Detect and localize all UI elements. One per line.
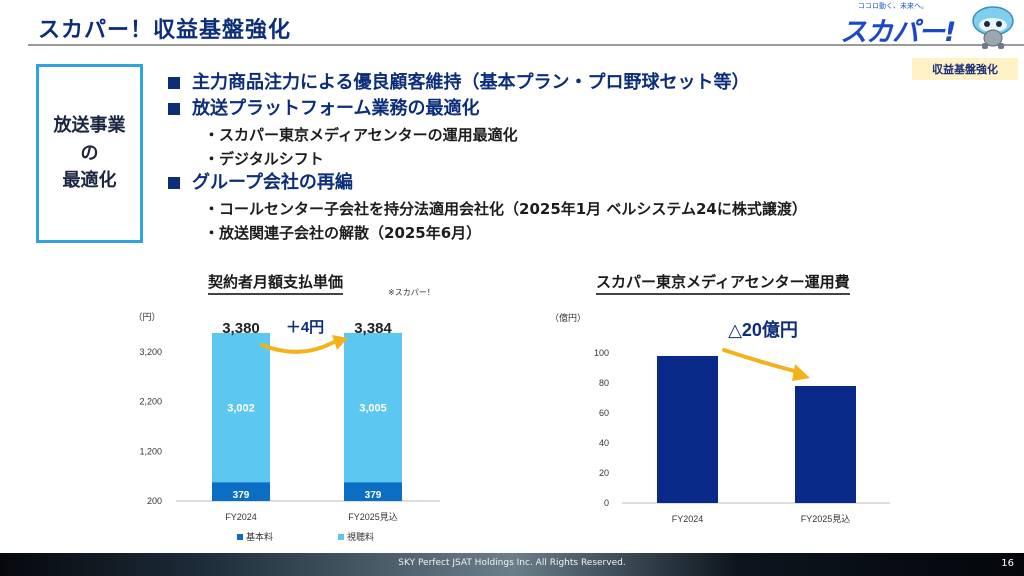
- square-bullet-icon: [168, 177, 180, 189]
- square-bullet-icon: [168, 103, 180, 115]
- title-divider: [28, 44, 1024, 46]
- chart2-ytick-label: 40: [599, 438, 609, 448]
- logo-tagline: ココロ動く、未来へ。: [858, 2, 928, 10]
- chart1-total-label: 3,380: [222, 320, 260, 337]
- category-badge: 収益基盤強化: [912, 58, 1018, 80]
- chart1-xtick-label: FY2024: [225, 512, 257, 522]
- logo-wordmark: スカパー!: [840, 17, 956, 48]
- chart2-title: スカパー東京メディアセンター運用費: [596, 271, 850, 295]
- chart2-ytick-label: 80: [599, 378, 609, 388]
- bullet-heading: グループ会社の再編: [168, 172, 1018, 196]
- bullet-heading-text: 主力商品注力による優良顧客維持（基本プラン・プロ野球セット等）: [192, 72, 750, 93]
- chart2-change-label: △20億円: [728, 319, 798, 340]
- square-bullet-icon: [168, 77, 180, 89]
- chart1-xtick-label: FY2025見込: [348, 512, 398, 522]
- chart1-change-arrow-head: [332, 335, 348, 350]
- footer-bar: SKY Perfect JSAT Holdings Inc. All Right…: [0, 553, 1024, 576]
- chart1-unit-label: （円）: [133, 312, 160, 322]
- section-label-line3: 最適化: [62, 170, 117, 192]
- chart2-unit-label: （億円）: [550, 312, 586, 323]
- chart1-bar-base-fee: [212, 482, 270, 501]
- chart1-legend-label-base: 基本料: [246, 531, 273, 542]
- bullet-subitem: ・デジタルシフト: [204, 150, 324, 168]
- chart2-xtick-label: FY2024: [672, 514, 704, 524]
- bullet-heading: 主力商品注力による優良顧客維持（基本プラン・プロ野球セット等）: [168, 72, 1018, 96]
- chart1-data-label-viewing: 3,002: [227, 403, 255, 415]
- chart2-ytick-label: 20: [599, 468, 609, 478]
- chart2-ytick-label: 0: [604, 498, 609, 508]
- chart2-bar: [795, 386, 856, 503]
- chart1-ytick-label: 2,200: [139, 397, 162, 407]
- page-number: 16: [1001, 558, 1014, 569]
- brand-logo: ココロ動く、未来へ。 スカパー!: [838, 0, 1018, 50]
- section-label-box: 放送事業 の 最適化: [36, 64, 143, 243]
- chart1-ytick-label: 200: [147, 496, 162, 506]
- chart1-title: 契約者月額支払単価: [208, 271, 344, 295]
- chart1-total-label: 3,384: [354, 320, 392, 337]
- chart1-change-arrow: [260, 340, 336, 354]
- chart1-ytick-label: 3,200: [139, 347, 162, 357]
- chart1-data-label-base: 379: [233, 490, 250, 501]
- bullet-subitem: ・コールセンター子会社を持分法適用会社化（2025年1月 ベルシステム24に株式…: [204, 200, 807, 218]
- chart1-note: ※スカパー！: [388, 288, 435, 297]
- chart2-xtick-label: FY2025見込: [801, 514, 851, 524]
- page-title: スカパー！収益基盤強化: [38, 18, 292, 43]
- chart2-change-arrow: [722, 348, 800, 374]
- mascot-icon: [972, 6, 1014, 49]
- bullet-subitem: ・放送関連子会社の解散（2025年6月）: [204, 224, 482, 242]
- chart2-ytick-label: 100: [594, 348, 609, 358]
- chart1-data-label-base: 379: [365, 490, 382, 501]
- section-label-line1: 放送事業: [53, 114, 126, 136]
- section-label-line2: の: [80, 142, 99, 164]
- chart1-legend-swatch-base: [237, 534, 243, 540]
- chart1-change-label: ＋4円: [286, 319, 324, 336]
- bullet-heading-text: グループ会社の再編: [192, 172, 353, 193]
- chart1-ytick-label: 1,200: [139, 446, 162, 456]
- chart1-legend-swatch-viewing: [338, 534, 344, 540]
- chart1-bar-viewing-fee: [344, 332, 402, 483]
- footer-copyright: SKY Perfect JSAT Holdings Inc. All Right…: [398, 558, 626, 568]
- bullet-heading-text: 放送プラットフォーム業務の最適化: [192, 98, 480, 119]
- bullet-list: 主力商品注力による優良顧客維持（基本プラン・プロ野球セット等） 放送プラットフォ…: [168, 72, 1018, 246]
- bullet-heading: 放送プラットフォーム業務の最適化: [168, 98, 1018, 122]
- bullet-subitem: ・スカパー東京メディアセンターの運用最適化: [204, 126, 518, 144]
- chart1-legend-label-viewing: 視聴料: [347, 531, 374, 542]
- chart1-data-label-viewing: 3,005: [359, 403, 387, 415]
- chart1-bar-viewing-fee: [212, 333, 270, 483]
- chart2-bar: [657, 356, 718, 503]
- chart2-ytick-label: 60: [599, 408, 609, 418]
- chart1-bar-base-fee: [344, 482, 402, 501]
- chart1-svg: （円） 200 1,200 2,200 3,200 379 3,002 3,380 FY2024…: [133, 312, 440, 542]
- chart2-svg: （億円） 0 20 40 60 80 100 FY2024 FY2025見込 △20億円: [550, 312, 890, 524]
- chart2-change-arrow-head: [792, 364, 810, 381]
